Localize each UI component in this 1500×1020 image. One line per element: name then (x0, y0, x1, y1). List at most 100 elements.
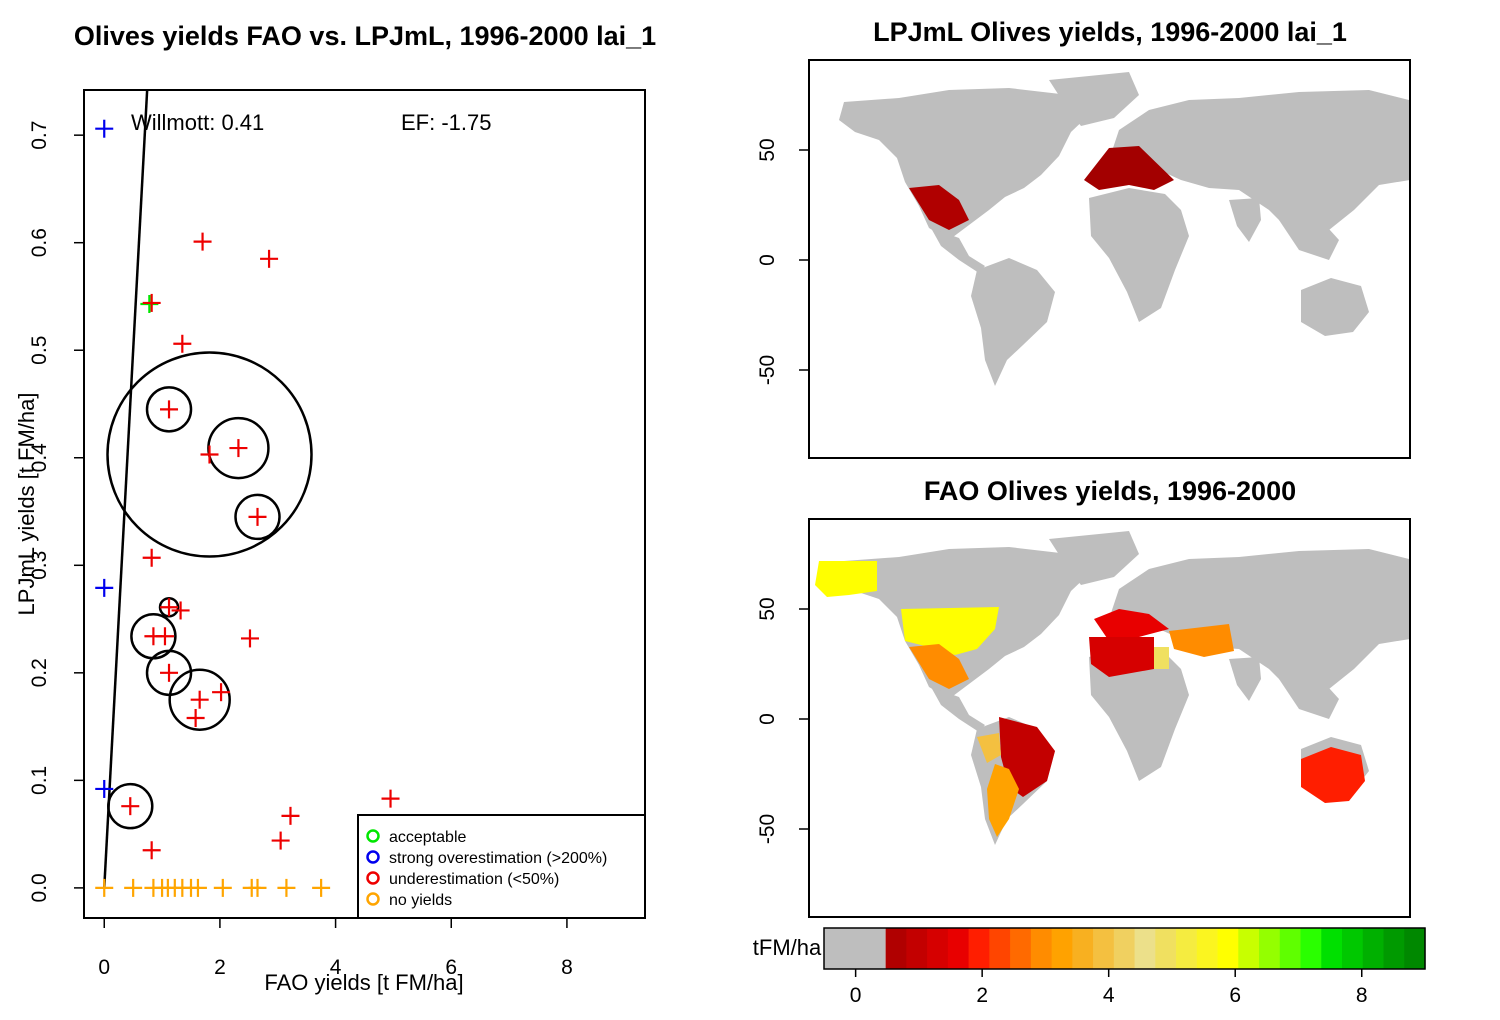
colorbar-tick-label: 4 (1103, 984, 1115, 1007)
data-point (124, 878, 143, 897)
australia-landmass (1301, 278, 1369, 336)
data-point (95, 578, 114, 597)
north-america-landmass (839, 88, 1089, 240)
highlight-circle (107, 782, 154, 830)
data-point (229, 439, 248, 458)
colorbar-cell (1300, 928, 1322, 969)
fao-middle-east-yield (1169, 624, 1234, 657)
data-point (281, 806, 300, 825)
scatter-plot-frame (83, 89, 646, 919)
colorbar-cell (1238, 928, 1260, 969)
legend-marker (366, 871, 380, 885)
data-point (160, 598, 179, 617)
data-point (193, 232, 212, 251)
colorbar-tick-label: 6 (1229, 984, 1241, 1007)
one-to-one-line (102, 90, 149, 888)
legend-entry: strong overestimation (>200%) (366, 850, 607, 867)
map-y-tick-label: -50 (756, 814, 779, 844)
fao-map-panel: FAO Olives yields, 1996-2000 (756, 476, 1411, 918)
colorbar-cell (947, 928, 970, 969)
colorbar-cell (906, 928, 928, 969)
lpjml-europe-yield (1084, 146, 1174, 190)
ef-annotation: EF: -1.75 (401, 110, 491, 135)
colorbar-cell (1134, 928, 1156, 969)
y-tick-label: 0.1 (28, 766, 51, 795)
data-point (248, 878, 267, 897)
colorbar-cell (968, 928, 990, 969)
fao-peru-yield (977, 733, 1001, 763)
colorbar-unit-label: tFM/ha (753, 935, 822, 960)
data-point (155, 627, 174, 646)
colorbar-axis: 0 2 4 6 8 (850, 969, 1368, 1007)
greenland-landmass (1049, 531, 1139, 585)
legend-box (357, 814, 646, 919)
fao-egypt-yield (1154, 647, 1169, 669)
fao-map-y-axis: 50 0 -50 (756, 597, 809, 844)
eurasia-landmass (1109, 90, 1410, 250)
highlight-circle (106, 351, 313, 558)
map-y-tick-label: 0 (756, 713, 779, 725)
lpjml-map-y-axis: 50 0 -50 (756, 138, 809, 385)
colorbar-cell (1217, 928, 1239, 969)
legend-marker (366, 892, 380, 906)
data-point (121, 797, 140, 816)
colorbar-cell (1196, 928, 1219, 969)
legend-entry: underestimation (<50%) (366, 871, 559, 888)
scatter-y-axis-label: LPJmL yields [t FM/ha] (14, 393, 39, 616)
legend-marker (366, 829, 380, 843)
africa-landmass (1089, 647, 1189, 781)
map-y-tick-label: -50 (756, 355, 779, 385)
x-tick-label: 0 (98, 956, 110, 979)
legend-label: acceptable (389, 829, 466, 846)
legend-label: no yields (389, 892, 452, 909)
colorbar-frame (823, 927, 1426, 970)
colorbar-cell (1342, 928, 1364, 969)
data-point (248, 507, 267, 526)
scatter-legend: acceptable strong overestimation (>200%) u… (357, 814, 646, 919)
greenland-landmass (1049, 72, 1139, 126)
lpjml-map-title: LPJmL Olives yields, 1996-2000 lai_1 (873, 17, 1347, 47)
data-point (95, 779, 114, 798)
legend-label: strong overestimation (>200%) (389, 850, 607, 867)
map-y-tick-label: 50 (756, 138, 779, 161)
legend-marker (366, 850, 380, 864)
eurasia-landmass (1109, 549, 1410, 709)
colorbar-cell (1113, 928, 1136, 969)
y-tick-label: 0.6 (28, 228, 51, 257)
fao-alaska-yield (815, 561, 877, 597)
y-tick-label: 0.5 (28, 336, 51, 365)
x-tick-label: 2 (214, 956, 226, 979)
fao-map-frame (808, 518, 1411, 918)
highlight-circle (168, 668, 231, 731)
x-tick-label: 6 (445, 956, 457, 979)
colorbar-cell (1279, 928, 1302, 969)
fao-north-africa-yield (1089, 637, 1154, 677)
willmott-annotation: Willmott: 0.41 (131, 110, 264, 135)
africa-landmass (1089, 188, 1189, 322)
colorbar-tick-label: 8 (1356, 984, 1368, 1007)
data-point (142, 841, 161, 860)
legend-entry: no yields (366, 892, 452, 909)
lpjml-map-panel: LPJmL Olives yields, 1996-2000 lai_1 (756, 17, 1411, 459)
colorbar-cell (1072, 928, 1094, 969)
india-landmass (1229, 198, 1261, 242)
data-point (160, 400, 179, 419)
data-point (200, 445, 219, 464)
data-point (240, 629, 259, 648)
y-tick-label: 0.0 (28, 873, 51, 902)
data-point (95, 119, 114, 138)
data-point (142, 548, 161, 567)
y-tick-label: 0.3 (28, 551, 51, 580)
colorbar-cell (1093, 928, 1115, 969)
colorbar-cell (927, 928, 949, 969)
data-point (95, 878, 114, 897)
colorbar-cell (1030, 928, 1053, 969)
scatter-x-axis-label: FAO yields [t FM/ha] (264, 970, 463, 995)
legend-entry: acceptable (366, 829, 466, 846)
fao-world-map (815, 531, 1410, 845)
fao-mexico-yield (909, 644, 969, 689)
map-y-tick-label: 50 (756, 597, 779, 620)
highlight-circle (145, 386, 193, 433)
legend-label: underestimation (<50%) (389, 871, 559, 888)
